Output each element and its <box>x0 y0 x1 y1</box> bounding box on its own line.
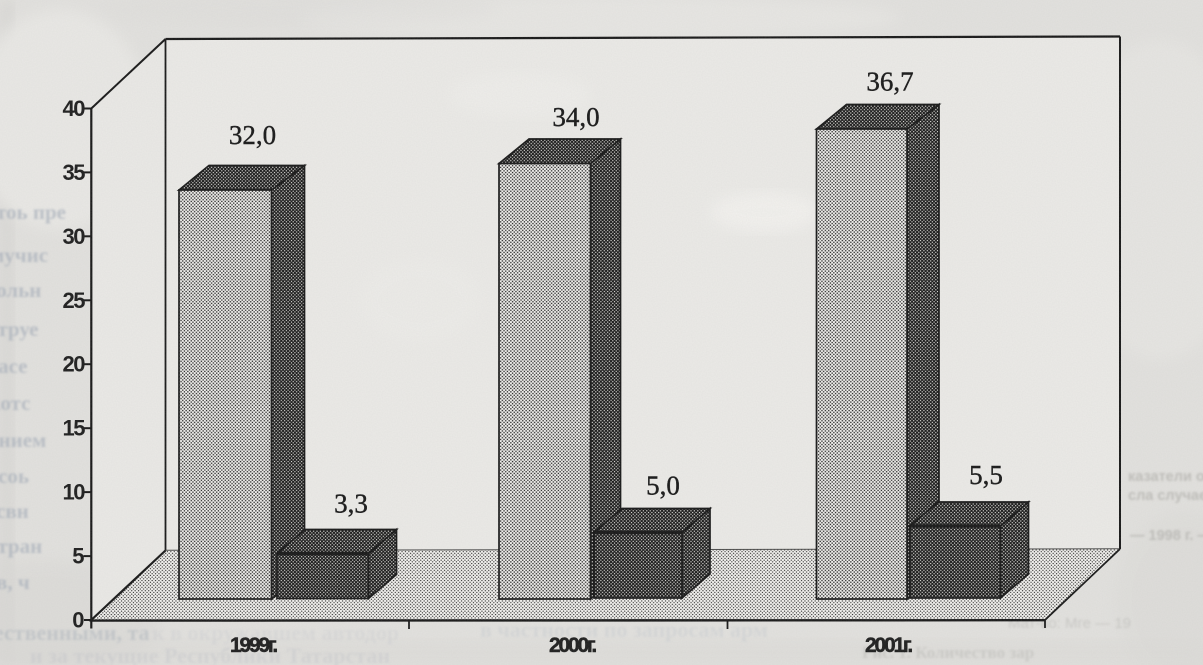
svg-text:32,0: 32,0 <box>229 120 276 150</box>
svg-text:10: 10 <box>63 480 86 505</box>
svg-text:30: 30 <box>63 224 86 249</box>
svg-text:— 1998 г. — 4в: — 1998 г. — 4в <box>1130 528 1203 544</box>
svg-text:анием: анием <box>0 428 46 452</box>
svg-text:сла случаев на 100: сла случаев на 100 <box>1128 488 1203 504</box>
svg-text:5,5: 5,5 <box>969 460 1003 490</box>
svg-text:40: 40 <box>63 96 86 121</box>
svg-text:к в окружавшем автодор: к в окружавшем автодор <box>152 620 399 645</box>
svg-text:Рис. 1. Количество зар: Рис. 1. Количество зар <box>862 643 1034 662</box>
svg-text:5,0: 5,0 <box>646 471 680 501</box>
svg-text:0: 0 <box>72 608 84 633</box>
svg-text:свн: свн <box>0 499 29 523</box>
svg-text:, котс: , котс <box>0 391 30 415</box>
svg-text:2001г.: 2001г. <box>865 634 912 657</box>
svg-text:казатели оборост: казатели оборост <box>1128 469 1203 485</box>
svg-text:25: 25 <box>63 288 86 313</box>
svg-text:15: 15 <box>63 416 86 441</box>
svg-text:5: 5 <box>72 544 84 569</box>
svg-text:ов, ч: ов, ч <box>0 570 30 594</box>
svg-text:ественными, та: ественными, та <box>0 620 150 645</box>
svg-text:36,7: 36,7 <box>866 67 913 97</box>
svg-text:34,0: 34,0 <box>552 102 599 132</box>
svg-text:3,3: 3,3 <box>334 489 368 519</box>
svg-text:2000г.: 2000г. <box>549 634 596 657</box>
svg-text:1999г.: 1999г. <box>230 634 277 657</box>
svg-text:и за текущие Республики Татарс: и за текущие Республики Татарстан <box>30 643 390 665</box>
svg-text:мучис: мучис <box>0 243 48 267</box>
svg-text:исоь: исоь <box>0 464 29 488</box>
svg-text:струе: струе <box>0 317 38 341</box>
svg-text:атоь пре: атоь пре <box>0 200 66 224</box>
svg-text:35: 35 <box>63 160 86 185</box>
svg-text:насе: насе <box>0 354 28 378</box>
svg-text:стран: стран <box>0 534 42 558</box>
svg-text:польн: польн <box>0 278 41 302</box>
svg-text:20: 20 <box>63 352 86 377</box>
